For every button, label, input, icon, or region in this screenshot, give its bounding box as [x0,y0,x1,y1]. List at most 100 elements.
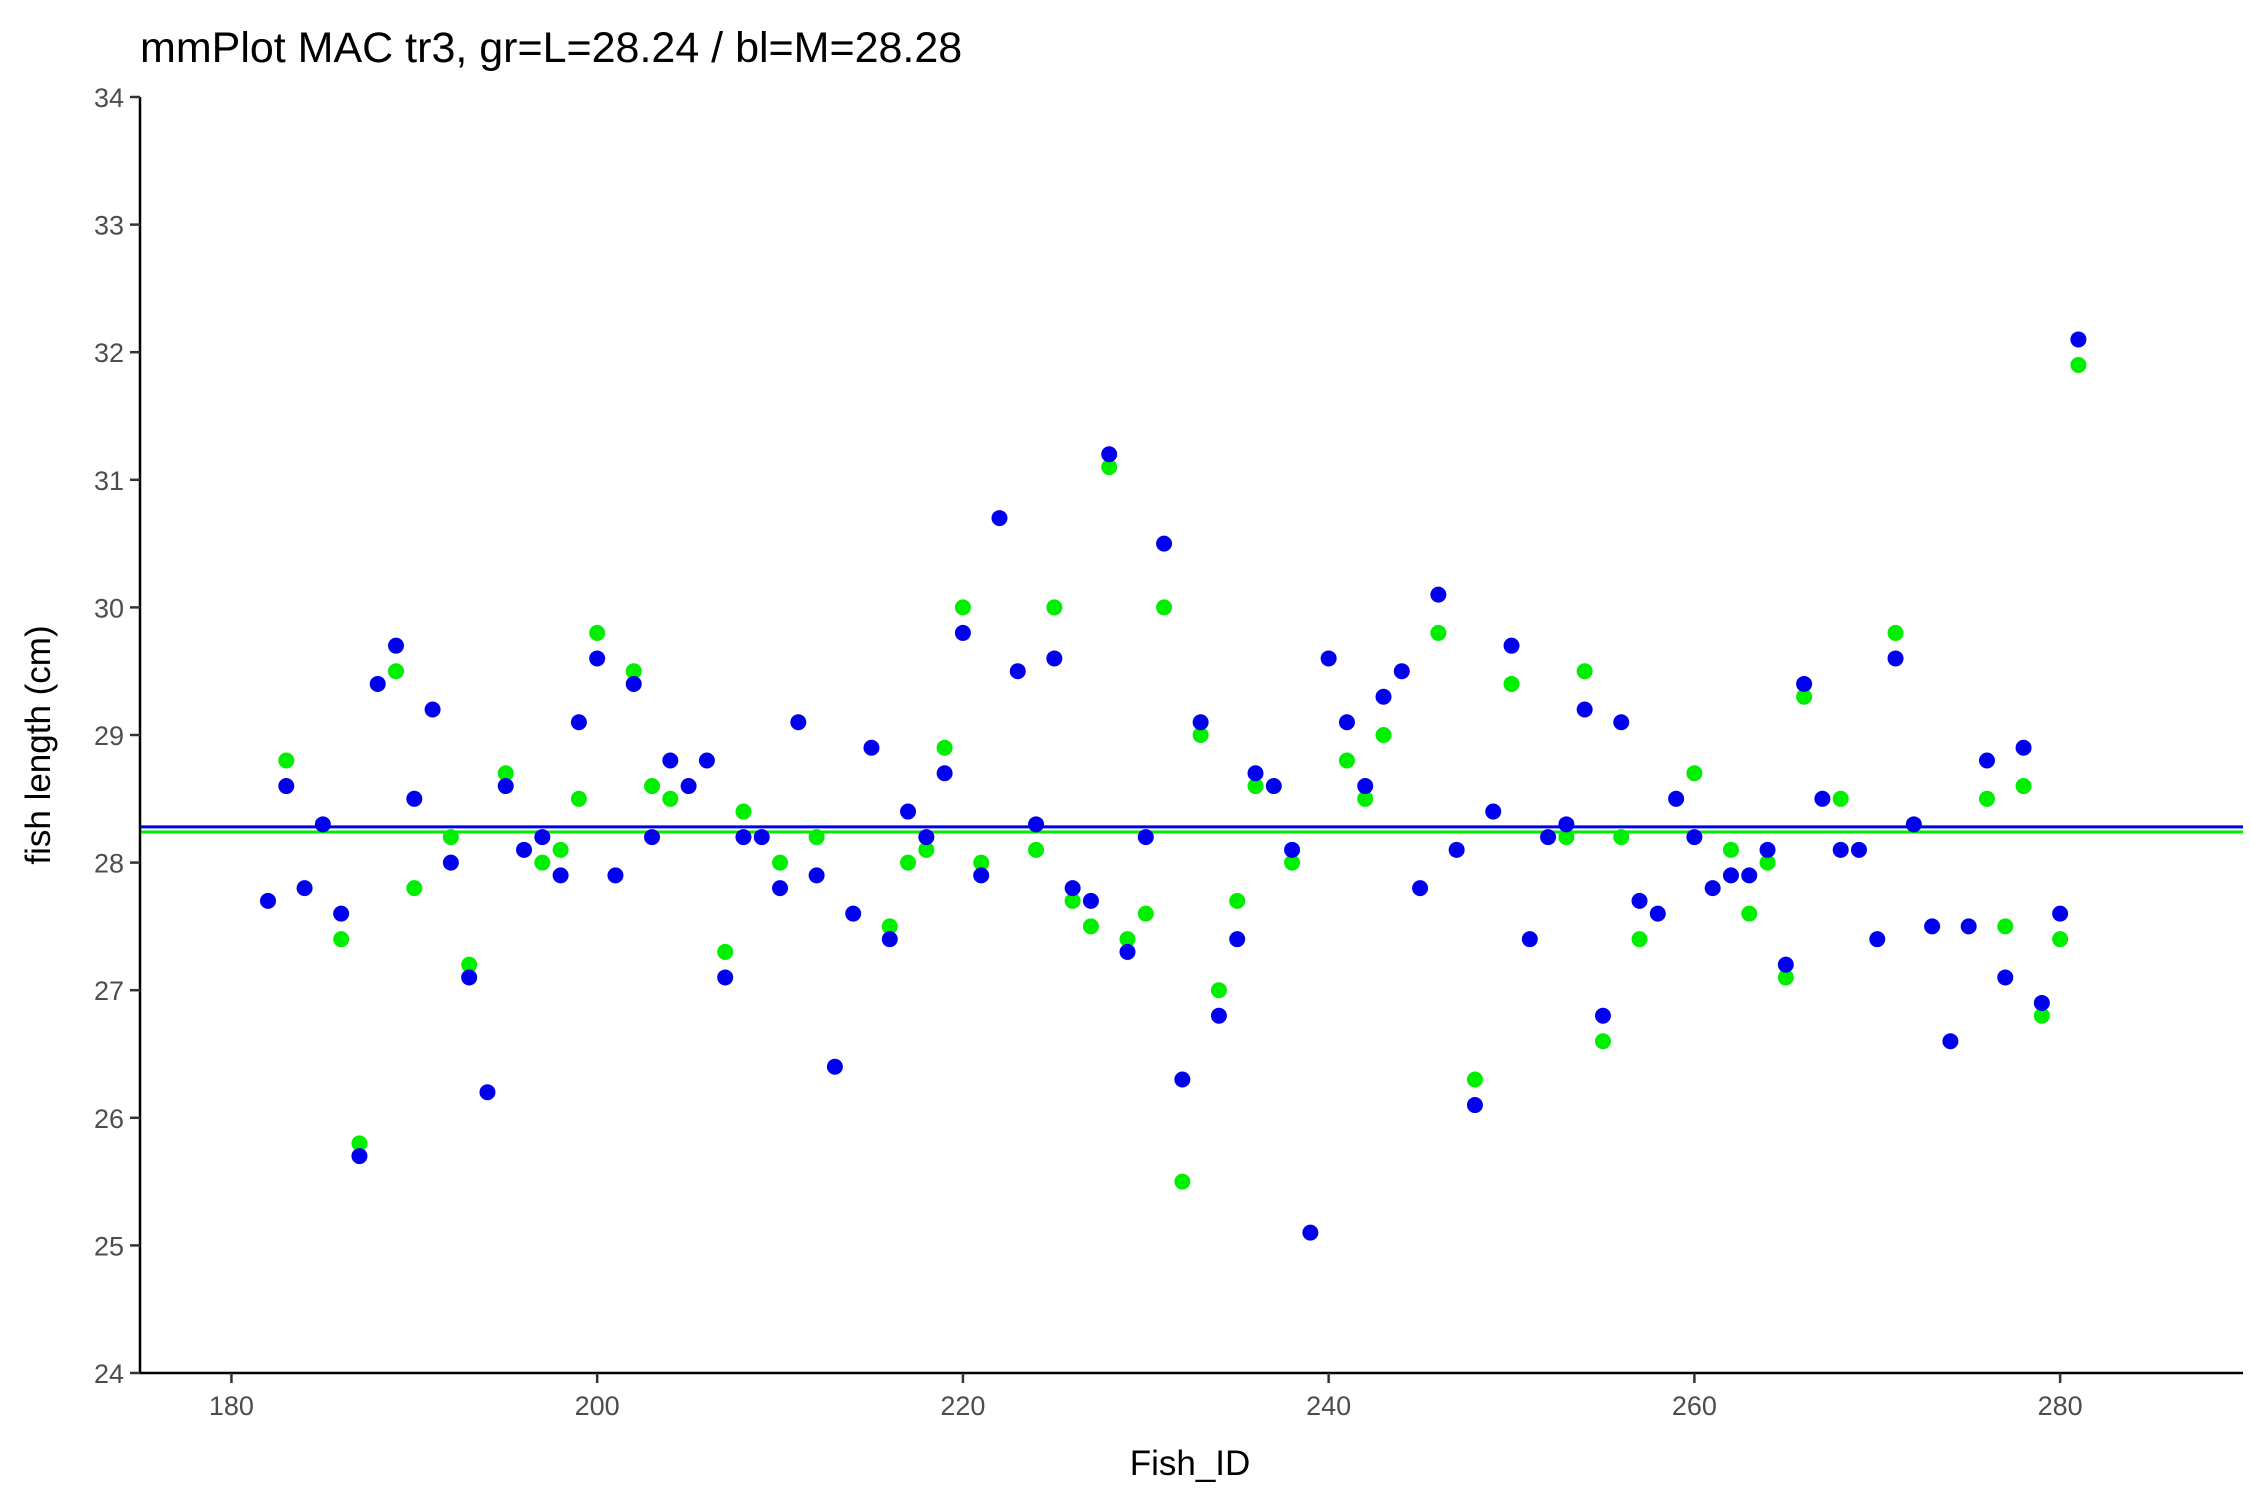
blue-point-88 [1869,931,1886,948]
blue-point-52 [1210,1007,1227,1024]
blue-point-17 [570,714,587,731]
blue-point-15 [534,829,551,846]
green-point-52 [1741,905,1758,922]
blue-point-42 [1028,816,1045,833]
blue-point-9 [424,701,441,718]
green-point-56 [1832,790,1849,807]
green-point-9 [552,841,569,858]
green-point-28 [1082,918,1099,935]
blue-point-26 [735,829,752,846]
blue-point-37 [936,765,953,782]
x-tick-label-200: 200 [575,1391,620,1421]
data-points [260,331,2087,1241]
blue-point-48 [1137,829,1154,846]
green-point-25 [1028,841,1045,858]
blue-point-72 [1576,701,1593,718]
blue-point-10 [442,854,459,871]
blue-point-73 [1594,1007,1611,1024]
green-point-17 [772,854,789,871]
y-tick-label-30: 30 [94,593,124,623]
y-tick-label-32: 32 [94,338,124,368]
green-point-16 [735,803,752,820]
blue-point-13 [497,778,514,795]
green-point-1 [333,931,350,948]
green-point-33 [1174,1173,1191,1190]
blue-point-60 [1357,778,1374,795]
green-point-12 [625,663,642,680]
y-tick-label-34: 34 [94,83,124,113]
blue-point-38 [954,624,971,641]
blue-point-98 [2052,905,2069,922]
green-point-43 [1466,1071,1483,1088]
green-point-41 [1375,727,1392,743]
blue-point-79 [1704,880,1721,897]
blue-point-64 [1430,586,1447,603]
blue-point-34 [881,931,898,948]
green-point-15 [717,943,734,960]
blue-point-50 [1174,1071,1191,1088]
green-point-30 [1119,931,1136,948]
mean-lines [140,825,2243,834]
blue-point-43 [1046,650,1063,667]
green-point-57 [1887,624,1904,641]
blue-point-27 [753,829,770,846]
y-tick-label-33: 33 [94,211,124,241]
blue-point-69 [1521,931,1538,948]
blue-point-7 [388,637,405,654]
green-point-63 [2070,356,2087,373]
blue-point-14 [516,841,533,858]
blue-point-70 [1540,829,1557,846]
blue-point-20 [625,675,642,692]
blue-point-59 [1338,714,1355,731]
green-point-29 [1101,459,1118,476]
green-point-54 [1777,969,1794,986]
green-point-50 [1686,765,1703,782]
blue-point-16 [552,867,569,884]
blue-point-32 [845,905,862,922]
green-point-32 [1156,599,1173,616]
blue-point-75 [1631,892,1648,909]
green-point-39 [1338,752,1355,769]
blue-point-24 [698,752,715,769]
chart-title: mmPlot MAC tr3, gr=L=28.24 / bl=M=28.28 [140,24,962,72]
green-point-37 [1247,778,1264,795]
blue-point-78 [1686,829,1703,846]
blue-point-3 [314,816,331,833]
green-point-35 [1210,982,1227,999]
green-point-47 [1594,1033,1611,1050]
green-point-5 [442,829,459,846]
blue-point-47 [1119,943,1136,960]
y-tick-label-28: 28 [94,849,124,879]
blue-point-68 [1503,637,1520,654]
blue-point-84 [1796,675,1813,692]
blue-point-56 [1284,841,1301,858]
green-point-21 [918,841,935,858]
green-point-0 [278,752,295,769]
green-point-36 [1229,892,1246,909]
green-point-38 [1284,854,1301,871]
x-axis-title: Fish_ID [1130,1444,1251,1483]
axes [138,97,2243,1375]
blue-point-65 [1448,841,1465,858]
blue-point-4 [333,905,350,922]
blue-point-80 [1722,867,1739,884]
blue-point-89 [1887,650,1904,667]
green-point-42 [1430,624,1447,641]
green-point-51 [1722,841,1739,858]
green-point-13 [644,778,661,795]
green-point-11 [589,624,606,641]
green-point-49 [1631,931,1648,948]
blue-point-76 [1649,905,1666,922]
blue-point-83 [1777,956,1794,973]
ticks: 24 25 26 27 28 29 30 31 32 33 34 180 200 220 240 260 280 [94,83,2083,1421]
blue-point-91 [1924,918,1941,935]
y-tick-label-27: 27 [94,976,124,1006]
blue-point-96 [2015,739,2032,756]
blue-point-29 [790,714,807,731]
blue-point-86 [1832,841,1849,858]
blue-point-49 [1156,535,1173,552]
green-point-7 [497,765,514,782]
blue-point-25 [717,969,734,986]
green-point-61 [2033,1007,2050,1024]
